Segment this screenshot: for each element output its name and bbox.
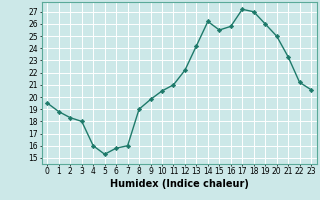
X-axis label: Humidex (Indice chaleur): Humidex (Indice chaleur)	[110, 179, 249, 189]
